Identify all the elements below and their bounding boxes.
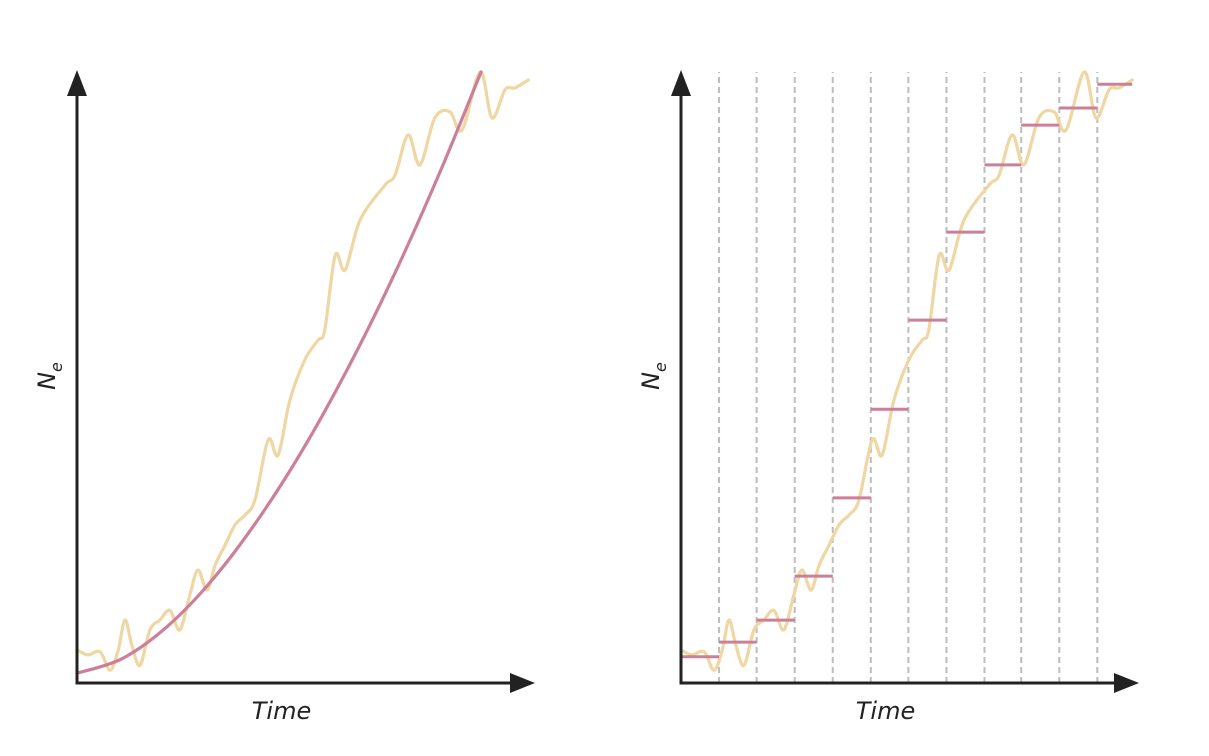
y-axis-label: Ne bbox=[33, 362, 66, 390]
y-axis-label-subscript: e bbox=[47, 362, 66, 372]
x-axis-label: Time bbox=[252, 697, 311, 725]
y-axis-label-main: N bbox=[33, 372, 61, 390]
x-axis-arrow bbox=[1114, 673, 1139, 693]
x-axis-label: Time bbox=[856, 697, 915, 725]
y-axis-arrow bbox=[671, 70, 691, 96]
y-axis-label-subscript: e bbox=[651, 362, 670, 372]
series-line bbox=[75, 70, 483, 675]
series-line bbox=[679, 70, 1134, 672]
series-line bbox=[75, 70, 530, 672]
y-axis-label: Ne bbox=[637, 362, 670, 390]
y-axis-arrow bbox=[67, 70, 87, 96]
y-axis-label-main: N bbox=[637, 372, 665, 390]
x-axis-arrow bbox=[510, 673, 535, 693]
